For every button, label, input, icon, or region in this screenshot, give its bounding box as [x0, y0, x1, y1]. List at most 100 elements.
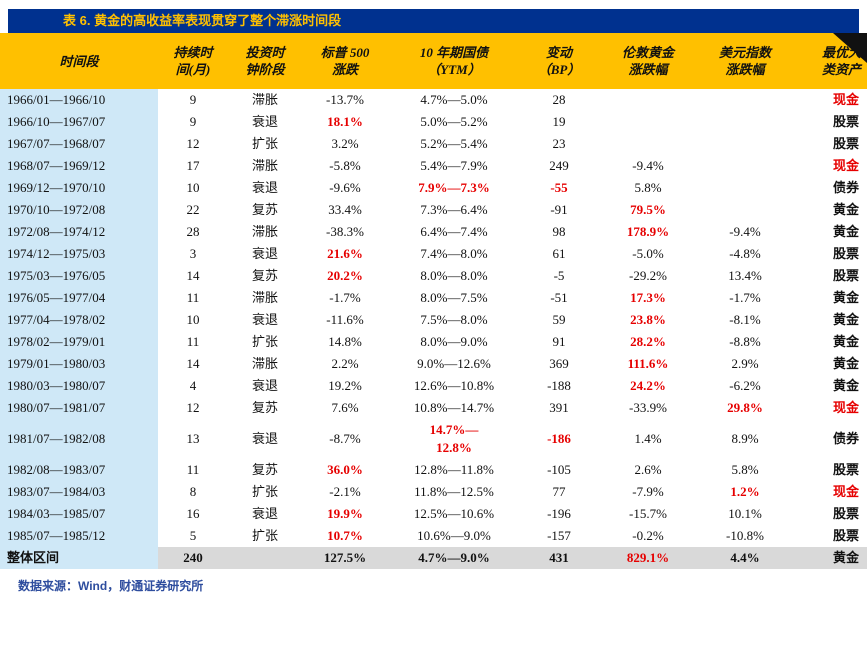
- table-row: 1966/01—1966/10 9 滞胀 -13.7% 4.7%—5.0% 28 现金: [0, 89, 867, 111]
- table-cell: 10.1%: [698, 503, 792, 525]
- table-cell: -186: [520, 419, 598, 459]
- table-cell: 复苏: [228, 459, 302, 481]
- table-cell: 1974/12—1975/03: [0, 243, 158, 265]
- table-cell: 3: [158, 243, 228, 265]
- table-cell: 股票: [792, 459, 867, 481]
- table-cell: 12: [158, 133, 228, 155]
- table-cell: -5.8%: [302, 155, 388, 177]
- table-cell: 19.9%: [302, 503, 388, 525]
- table-cell: 240: [158, 547, 228, 569]
- table-cell: -2.1%: [302, 481, 388, 503]
- table-cell: -8.8%: [698, 331, 792, 353]
- table-cell: -9.4%: [598, 155, 698, 177]
- table-cell: 391: [520, 397, 598, 419]
- table-cell: 9.0%—12.6%: [388, 353, 520, 375]
- table-cell: 7.5%—8.0%: [388, 309, 520, 331]
- table-cell: -29.2%: [598, 265, 698, 287]
- table-cell: 5.0%—5.2%: [388, 111, 520, 133]
- table-cell: -9.6%: [302, 177, 388, 199]
- column-header-period: 时间段: [0, 33, 158, 89]
- table-cell: 1.4%: [598, 419, 698, 459]
- table-cell: 滞胀: [228, 221, 302, 243]
- table-cell: -55: [520, 177, 598, 199]
- table-cell: 衰退: [228, 419, 302, 459]
- table-row: 1972/08—1974/12 28 滞胀 -38.3% 6.4%—7.4% 98 178.…: [0, 221, 867, 243]
- table-cell: 10: [158, 177, 228, 199]
- table-cell: [698, 199, 792, 221]
- table-cell: 59: [520, 309, 598, 331]
- table-cell: 黄金: [792, 221, 867, 243]
- table-cell: 23.8%: [598, 309, 698, 331]
- table-cell: 现金: [792, 481, 867, 503]
- table-cell: [698, 177, 792, 199]
- column-header-usd-index: 美元指数 涨跌幅: [698, 33, 792, 89]
- table-cell: 36.0%: [302, 459, 388, 481]
- table-cell: 5.4%—7.9%: [388, 155, 520, 177]
- table-cell: 28: [520, 89, 598, 111]
- table-cell: 1978/02—1979/01: [0, 331, 158, 353]
- table-cell: 8.0%—7.5%: [388, 287, 520, 309]
- table-cell: 1976/05—1977/04: [0, 287, 158, 309]
- table-cell: 1.2%: [698, 481, 792, 503]
- table-row: 1966/10—1967/07 9 衰退 18.1% 5.0%—5.2% 19 股票: [0, 111, 867, 133]
- table-cell: 扩张: [228, 133, 302, 155]
- table-cell: 复苏: [228, 199, 302, 221]
- table-total-row: 整体区间 240 127.5% 4.7%—9.0% 431 829.1% 4.4% 黄金: [0, 547, 867, 569]
- table-cell: 2.9%: [698, 353, 792, 375]
- table-cell: 1985/07—1985/12: [0, 525, 158, 547]
- table-cell: 股票: [792, 133, 867, 155]
- table-cell: 衰退: [228, 309, 302, 331]
- table-cell: 11: [158, 287, 228, 309]
- header-row: 时间段 持续时 间(月) 投资时 钟阶段 标普 500 涨跌 10 年期国债 （…: [0, 33, 867, 89]
- table-cell: 4.4%: [698, 547, 792, 569]
- table-cell: 1981/07—1982/08: [0, 419, 158, 459]
- table-cell: [228, 547, 302, 569]
- table-cell: 9: [158, 111, 228, 133]
- column-header-london-gold: 伦敦黄金 涨跌幅: [598, 33, 698, 89]
- table-header: 时间段 持续时 间(月) 投资时 钟阶段 标普 500 涨跌 10 年期国债 （…: [0, 33, 867, 89]
- table-row: 1976/05—1977/04 11 滞胀 -1.7% 8.0%—7.5% -51 17.3…: [0, 287, 867, 309]
- table-cell: 111.6%: [598, 353, 698, 375]
- corner-triangle-decoration: [833, 33, 867, 63]
- table-cell: 1969/12—1970/10: [0, 177, 158, 199]
- table-cell: -196: [520, 503, 598, 525]
- table-cell: 21.6%: [302, 243, 388, 265]
- table-cell: 滞胀: [228, 287, 302, 309]
- table-row: 1977/04—1978/02 10 衰退 -11.6% 7.5%—8.0% 59 23.8…: [0, 309, 867, 331]
- table-cell: 4: [158, 375, 228, 397]
- table-cell: 衰退: [228, 111, 302, 133]
- table-cell: 股票: [792, 265, 867, 287]
- table-cell: -91: [520, 199, 598, 221]
- table-cell: -9.4%: [698, 221, 792, 243]
- table-cell: 11.8%—12.5%: [388, 481, 520, 503]
- table-row: 1968/07—1969/12 17 滞胀 -5.8% 5.4%—7.9% 249 -9.4…: [0, 155, 867, 177]
- table-cell: 127.5%: [302, 547, 388, 569]
- table-cell: -8.1%: [698, 309, 792, 331]
- table-cell: [598, 111, 698, 133]
- table-cell: -1.7%: [698, 287, 792, 309]
- data-source-note: 数据来源：Wind，财通证券研究所: [18, 579, 204, 593]
- table-row: 1967/07—1968/07 12 扩张 3.2% 5.2%—5.4% 23 股票: [0, 133, 867, 155]
- table-cell: 18.1%: [302, 111, 388, 133]
- table-cell: 黄金: [792, 309, 867, 331]
- table-cell: 16: [158, 503, 228, 525]
- table-cell: 33.4%: [302, 199, 388, 221]
- table-cell: [698, 111, 792, 133]
- table-row: 1983/07—1984/03 8 扩张 -2.1% 11.8%—12.5% 77 -7.9…: [0, 481, 867, 503]
- table-cell: 8.0%—9.0%: [388, 331, 520, 353]
- table-cell: -8.7%: [302, 419, 388, 459]
- table-cell: 2.2%: [302, 353, 388, 375]
- table-cell: 衰退: [228, 375, 302, 397]
- table-cell: 19.2%: [302, 375, 388, 397]
- table-cell: 22: [158, 199, 228, 221]
- table-cell: 10.6%—9.0%: [388, 525, 520, 547]
- table-cell: [598, 133, 698, 155]
- table-cell: 19: [520, 111, 598, 133]
- table-cell: 13: [158, 419, 228, 459]
- column-header-treasury-ytm: 10 年期国债 （YTM）: [388, 33, 520, 89]
- table-cell: 现金: [792, 397, 867, 419]
- table-cell: 1977/04—1978/02: [0, 309, 158, 331]
- table-cell: 29.8%: [698, 397, 792, 419]
- table-row: 1984/03—1985/07 16 衰退 19.9% 12.5%—10.6% -196-…: [0, 503, 867, 525]
- table-cell: 8.0%—8.0%: [388, 265, 520, 287]
